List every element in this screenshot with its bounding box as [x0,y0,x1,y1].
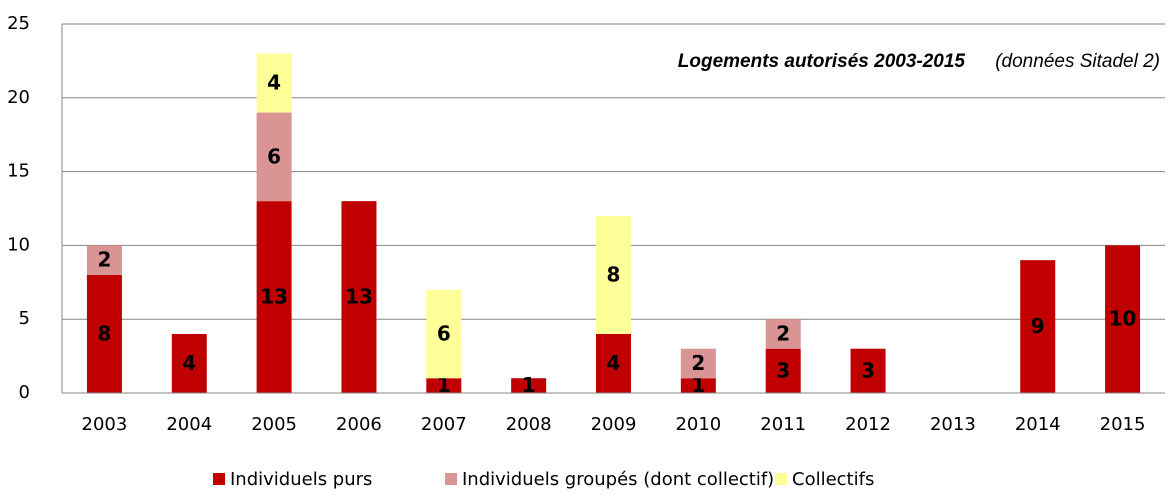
data-label: 4 [267,71,281,95]
x-tick-label: 2010 [675,414,721,435]
x-tick-label: 2014 [1015,414,1061,435]
x-tick-label: 2012 [845,414,891,435]
bar-segment [86,274,122,393]
data-label: 10 [1109,307,1137,331]
x-tick-label: 2006 [336,414,382,435]
bar-segment [86,245,122,275]
legend-swatch [445,473,457,485]
bar-segment [426,289,462,379]
data-label: 6 [437,321,451,345]
y-tick-label: 0 [19,382,30,403]
chart-subtitle: (données Sitadel 2) [995,51,1160,72]
x-tick-label: 2015 [1100,414,1146,435]
bar-segment [341,201,377,393]
bar-segment [256,201,292,393]
data-label: 1 [522,373,536,397]
data-label: 13 [345,285,373,309]
x-tick-label: 2013 [930,414,976,435]
y-tick-label: 10 [7,234,30,255]
bar-segment [850,348,886,393]
legend-swatch [213,473,225,485]
x-tick-label: 2004 [166,414,212,435]
x-tick-label: 2008 [506,414,552,435]
bar-segment [680,378,716,393]
bar-segment [171,333,207,393]
y-tick-label: 15 [7,161,30,182]
x-tick-label: 2003 [82,414,128,435]
x-tick-label: 2011 [760,414,806,435]
x-tick-label: 2007 [421,414,467,435]
bar-segment [765,348,801,393]
bar-segment [765,319,801,349]
chart-title: Logements autorisés 2003-2015 [678,51,966,72]
bar-segment [426,378,462,393]
data-label: 4 [182,351,196,375]
bar-segment [596,333,631,393]
data-label: 13 [260,285,288,309]
y-tick-label: 20 [7,87,30,108]
y-tick-label: 25 [7,13,30,34]
bar-segment [596,215,631,334]
data-label: 3 [776,358,790,382]
x-tick-label: 2009 [591,414,637,435]
x-tick-label: 2005 [251,414,297,435]
legend-label: Individuels groupés (dont collectif) [462,469,774,490]
data-label: 3 [861,358,875,382]
data-label: 2 [691,351,705,375]
y-tick-label: 5 [19,308,30,329]
data-label: 2 [97,248,111,272]
data-label: 8 [607,262,621,286]
data-label: 6 [267,144,281,168]
legend-label: Individuels purs [230,469,372,490]
legend-label: Collectifs [792,469,874,490]
bar-segment [256,53,292,113]
bar-segment [256,112,292,202]
legend-swatch [775,473,787,485]
data-label: 1 [691,373,705,397]
data-label: 1 [437,373,451,397]
bar-segment [680,348,716,379]
data-label: 9 [1031,314,1045,338]
data-label: 8 [97,321,111,345]
bar-segment [511,378,547,393]
data-label: 4 [607,351,621,375]
data-label: 2 [776,321,790,345]
bar-segment [1020,260,1056,393]
bar-segment [1105,245,1141,393]
